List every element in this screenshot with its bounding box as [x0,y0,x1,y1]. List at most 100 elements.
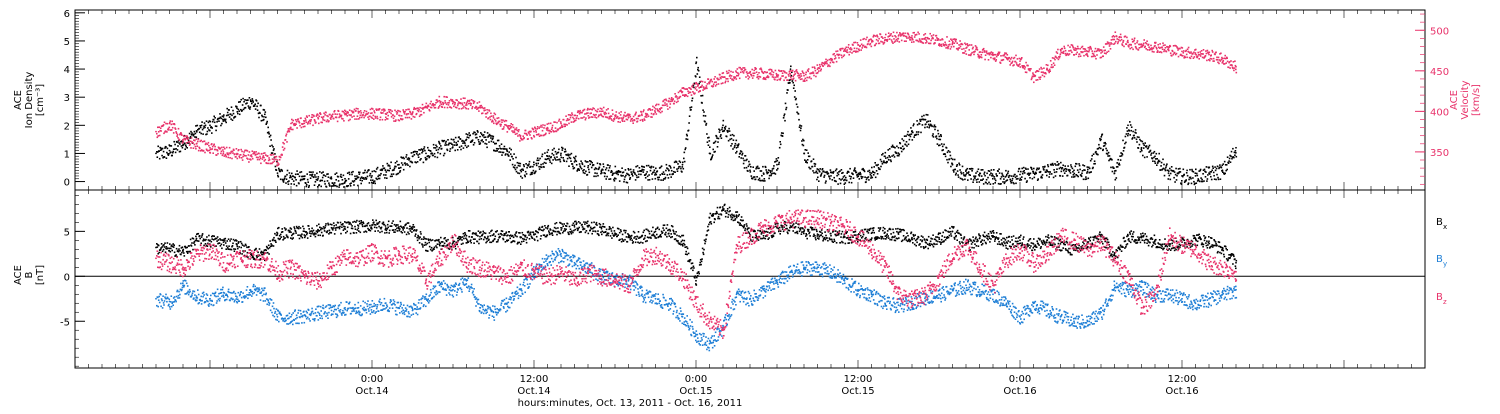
ion-density-series-point [1221,167,1223,169]
velocity-series-point [1198,58,1200,60]
velocity-series-point [930,40,932,42]
velocity-series-point [1062,52,1064,54]
ion-density-series-point [762,166,764,168]
ion-density-series-point [990,183,992,185]
ion-density-series-anchor [358,176,360,178]
ion-density-series-point [320,180,322,182]
ion-density-series-point [403,169,405,171]
velocity-series-point [815,76,817,78]
ion-density-series-point [467,136,469,138]
ion-density-series-point [888,159,890,161]
ion-density-series-point [1018,171,1020,173]
ion-density-series-point [1066,169,1068,171]
velocity-series-point [658,104,660,106]
ion-density-series-point [1047,164,1049,166]
ion-density-series-point [550,156,552,158]
ion-density-series-point [213,119,215,121]
velocity-series-point [991,51,993,53]
ion-density-series-point [733,139,735,141]
ion-density-series-anchor [1087,171,1089,173]
ion-density-series-point [949,151,951,153]
velocity-series-point [1009,60,1011,62]
velocity-series-point [906,37,908,39]
ion-density-series-point [835,170,837,172]
velocity-series-point [622,120,624,122]
ion-density-series-point [219,113,221,115]
ion-density-series-point [242,104,244,106]
velocity-series-point [517,135,519,137]
velocity-series-point [302,123,304,125]
velocity-series-point [753,70,755,72]
ion-density-series-point [1109,155,1111,157]
ion-density-series-point [755,168,757,170]
velocity-series-point [330,118,332,120]
velocity-series-point [443,102,445,104]
velocity-series-point [955,39,957,41]
velocity-series-point [1012,61,1014,63]
velocity-series-point [901,40,903,42]
ion-density-series-point [913,125,915,127]
velocity-series-anchor [1100,52,1102,54]
ion-density-series-point [497,148,499,150]
ion-density-series-point [288,183,290,185]
velocity-series-point [402,118,404,120]
velocity-series-point [224,155,226,157]
ion-density-series-point [1128,133,1130,135]
velocity-series-point [1053,62,1055,64]
ion-density-series-point [1012,178,1014,180]
velocity-series-point [640,120,642,122]
ion-density-series-point [535,163,537,165]
ion-density-series-point [328,182,330,184]
velocity-series-point [177,134,179,136]
ion-density-series-point [1200,169,1202,171]
ion-density-series-point [1134,137,1136,139]
ion-density-series-point [386,177,388,179]
bx-series-point [179,250,181,252]
ion-density-series-point [514,167,516,169]
ion-density-series-point [696,57,698,59]
velocity-series-point [373,115,375,117]
ion-density-series-point [824,171,826,173]
velocity-series-point [248,154,250,156]
ion-density-series-point [1174,181,1176,183]
velocity-series-anchor [749,72,751,74]
bx-series-point [298,226,300,228]
bx-series-point [226,245,228,247]
ion-density-series-point [366,178,368,180]
ion-density-series-point [1003,178,1005,180]
velocity-series-point [260,163,262,165]
velocity-series-point [699,90,701,92]
ion-density-series-point [1226,164,1228,166]
bx-series-point [174,252,176,254]
ion-density-series-point [1206,166,1208,168]
velocity-series-point [484,109,486,111]
velocity-series-point [1065,50,1067,52]
ion-density-series-anchor [1168,172,1170,174]
ion-density-series-point [548,149,550,151]
ion-density-series-point [889,148,891,150]
ion-density-series-point [1199,181,1201,183]
ion-density-series-point [971,170,973,172]
ion-density-series-point [604,176,606,178]
velocity-series-point [608,113,610,115]
ion-density-series-point [1082,164,1084,166]
ion-density-series-point [1048,176,1050,178]
velocity-series-point [173,132,175,134]
velocity-series-point [336,114,338,116]
ion-density-series-point [752,178,754,180]
ion-density-series-point [1140,140,1142,142]
ion-density-series-point [285,176,287,178]
ion-density-series-point [523,166,525,168]
ion-density-series-point [237,113,239,115]
ion-density-series-point [400,170,402,172]
ion-density-series-point [846,172,848,174]
velocity-series-point [329,114,331,116]
ion-density-series-point [581,168,583,170]
ion-density-series-point [988,182,990,184]
ion-density-series-point [1215,170,1217,172]
ion-density-series-point [1085,176,1087,178]
velocity-series-point [760,76,762,78]
ion-density-series-point [588,169,590,171]
ion-density-series-anchor [709,153,711,155]
ion-density-series-point [1127,135,1129,137]
